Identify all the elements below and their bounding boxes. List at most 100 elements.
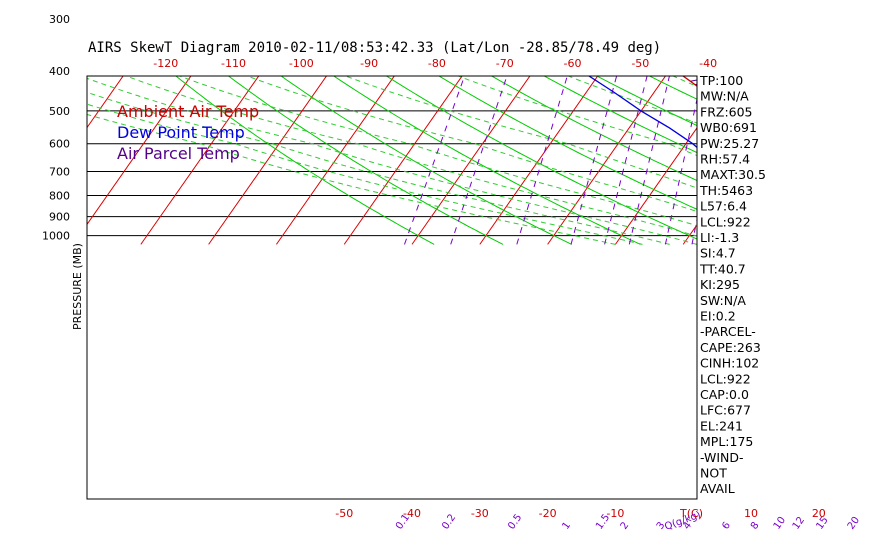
mixing-ratio-tick-label: 8 bbox=[749, 520, 762, 532]
index-entry: PW:25.27 bbox=[700, 136, 759, 151]
mixing-ratio-tick-label: 20 bbox=[846, 515, 862, 532]
pressure-tick-label: 700 bbox=[49, 165, 70, 178]
index-entry: KI:295 bbox=[700, 277, 740, 292]
mixing-ratio-tick-label: 2 bbox=[619, 520, 632, 532]
dry-adiabat-line bbox=[227, 76, 504, 245]
index-entry: TT:40.7 bbox=[699, 261, 746, 276]
index-entry: CINH:102 bbox=[700, 356, 759, 371]
pressure-tick-label: 400 bbox=[49, 65, 70, 78]
sounding-indices: TP:100MW:N/AFRZ:605WB0:691PW:25.27RH:57.… bbox=[699, 73, 766, 496]
moist-adiabat-line bbox=[671, 76, 697, 87]
legend-dewpoint: Dew Point Temp bbox=[117, 123, 245, 142]
cape-hatch-line bbox=[755, 131, 777, 134]
index-entry: FRZ:605 bbox=[700, 104, 753, 119]
cape-hatch-line bbox=[792, 161, 803, 164]
mixing-ratio-tick-label: 1 bbox=[560, 520, 573, 532]
pressure-tick-label: 800 bbox=[49, 189, 70, 202]
legend-parcel: Air Parcel Temp bbox=[117, 144, 240, 163]
index-entry: RH:57.4 bbox=[700, 152, 750, 167]
mixing-ratio-line bbox=[801, 71, 825, 245]
bottom-temp-tick-label: -30 bbox=[471, 507, 489, 520]
index-entry: AVAIL bbox=[700, 481, 735, 496]
index-entry: LI:-1.3 bbox=[700, 230, 739, 245]
axes: 1002003004005006007008009001000-120-110-… bbox=[42, 13, 862, 533]
cape-hatch-line bbox=[781, 152, 796, 155]
index-entry: -WIND- bbox=[700, 450, 744, 465]
bottom-temp-tick-label: -40 bbox=[403, 507, 421, 520]
mixing-ratio-tick-label: 0.2 bbox=[440, 512, 458, 531]
dry-adiabat-line bbox=[280, 76, 572, 245]
dry-adiabat-line bbox=[297, 0, 870, 244]
dry-adiabat-line bbox=[543, 76, 697, 154]
dry-adiabat-line bbox=[859, 0, 870, 244]
dry-adiabat-line bbox=[438, 76, 697, 210]
legend: Ambient Air Temp Dew Point Temp Air Parc… bbox=[117, 102, 259, 163]
legend-ambient: Ambient Air Temp bbox=[117, 102, 259, 121]
dry-adiabat-line bbox=[648, 76, 697, 100]
mixing-ratio-line bbox=[825, 71, 846, 245]
index-entry: -PARCEL- bbox=[700, 324, 756, 339]
isotherm-line bbox=[615, 126, 697, 245]
index-entry: NOT bbox=[700, 466, 727, 481]
bottom-temp-tick-label: 10 bbox=[744, 507, 758, 520]
index-entry: CAP:0.0 bbox=[700, 387, 749, 402]
isotherm-line bbox=[276, 76, 395, 245]
moist-adiabat-line bbox=[87, 77, 697, 245]
top-temp-tick-label: -60 bbox=[564, 57, 582, 70]
dry-adiabat-line bbox=[789, 0, 870, 244]
isotherm-line bbox=[87, 76, 192, 226]
top-temp-tick-label: -40 bbox=[699, 57, 717, 70]
moist-adiabat-line bbox=[344, 76, 697, 189]
cape-hatch-line bbox=[773, 145, 791, 148]
grid-lines bbox=[0, 0, 870, 245]
mixing-ratio-line bbox=[604, 76, 648, 245]
top-temp-tick-label: -100 bbox=[289, 57, 314, 70]
mixing-ratio-tick-label: 4 bbox=[681, 520, 694, 532]
cape-hatch-line bbox=[770, 143, 789, 146]
dry-adiabat-line bbox=[175, 76, 435, 245]
index-entry: SW:N/A bbox=[700, 293, 746, 308]
isotherm-line bbox=[751, 0, 870, 244]
dry-adiabat-line bbox=[438, 0, 870, 244]
top-temp-tick-label: -50 bbox=[631, 57, 649, 70]
index-entry: L57:6.4 bbox=[700, 199, 747, 214]
cape-hatch-line bbox=[786, 157, 799, 160]
isotherm-line bbox=[208, 76, 328, 245]
chart-title: AIRS SkewT Diagram 2010-02-11/08:53:42.3… bbox=[88, 40, 661, 56]
index-entry: MAXT:30.5 bbox=[700, 167, 766, 182]
parcel-temp-line bbox=[696, 76, 697, 77]
index-entry: MPL:175 bbox=[700, 434, 753, 449]
dry-adiabat-line bbox=[595, 76, 697, 127]
cape-hatch-line bbox=[778, 150, 794, 153]
dry-adiabat-line bbox=[403, 0, 870, 244]
bottom-temp-tick-label: -10 bbox=[606, 507, 624, 520]
moist-adiabat-line bbox=[567, 76, 697, 124]
moist-adiabat-line bbox=[87, 103, 643, 245]
index-entry: CAPE:263 bbox=[700, 340, 761, 355]
index-entry: TP:100 bbox=[699, 73, 743, 88]
index-entry: LFC:677 bbox=[700, 403, 751, 418]
temp-unit-label: T(C) bbox=[679, 507, 703, 520]
mixing-ratio-line bbox=[404, 76, 466, 245]
top-temp-tick-label: -80 bbox=[428, 57, 446, 70]
dry-adiabat-line bbox=[754, 0, 870, 244]
mixing-ratio-tick-label: 3 bbox=[655, 520, 668, 532]
cape-hatch-line bbox=[784, 155, 798, 158]
mixing-ratio-tick-label: 0.5 bbox=[506, 512, 524, 531]
mixing-ratio-line bbox=[664, 96, 697, 245]
mixing-ratio-tick-label: 12 bbox=[791, 515, 807, 532]
isotherm-line bbox=[819, 0, 870, 244]
mixing-ratio-line bbox=[759, 71, 787, 245]
cape-hatch-line bbox=[795, 163, 804, 166]
isotherm-line bbox=[411, 76, 531, 245]
top-temp-tick-label: -90 bbox=[360, 57, 378, 70]
mixing-ratio-line bbox=[628, 76, 670, 245]
dry-adiabat-line bbox=[649, 0, 870, 244]
sounding-profiles bbox=[587, 76, 697, 149]
isotherm-line bbox=[0, 0, 30, 244]
cape-hatch bbox=[690, 79, 804, 166]
mixing-ratio-tick-label: 6 bbox=[720, 520, 733, 532]
cape-hatch-line bbox=[767, 141, 787, 144]
cape-hatch-line bbox=[776, 148, 793, 151]
